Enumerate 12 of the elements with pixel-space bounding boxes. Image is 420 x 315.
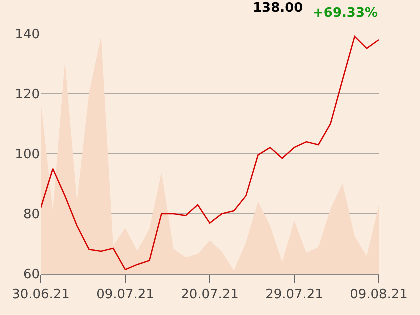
x-tick-label: 09.07.21	[96, 288, 154, 303]
text: 138.00	[253, 1, 304, 16]
x-tick-label: 30.06.21	[12, 288, 70, 303]
y-tick-label: 140	[15, 28, 40, 43]
x-tick-label: 29.07.21	[266, 288, 324, 303]
y-tick-label: 100	[15, 148, 40, 163]
text: +69.33%	[313, 6, 378, 21]
x-tick-label: 20.07.21	[181, 288, 239, 303]
y-tick-label: 120	[15, 88, 40, 103]
y-tick-label: 60	[23, 268, 40, 283]
y-tick-label: 80	[23, 208, 40, 223]
x-tick-label: 09.08.21	[350, 288, 408, 303]
